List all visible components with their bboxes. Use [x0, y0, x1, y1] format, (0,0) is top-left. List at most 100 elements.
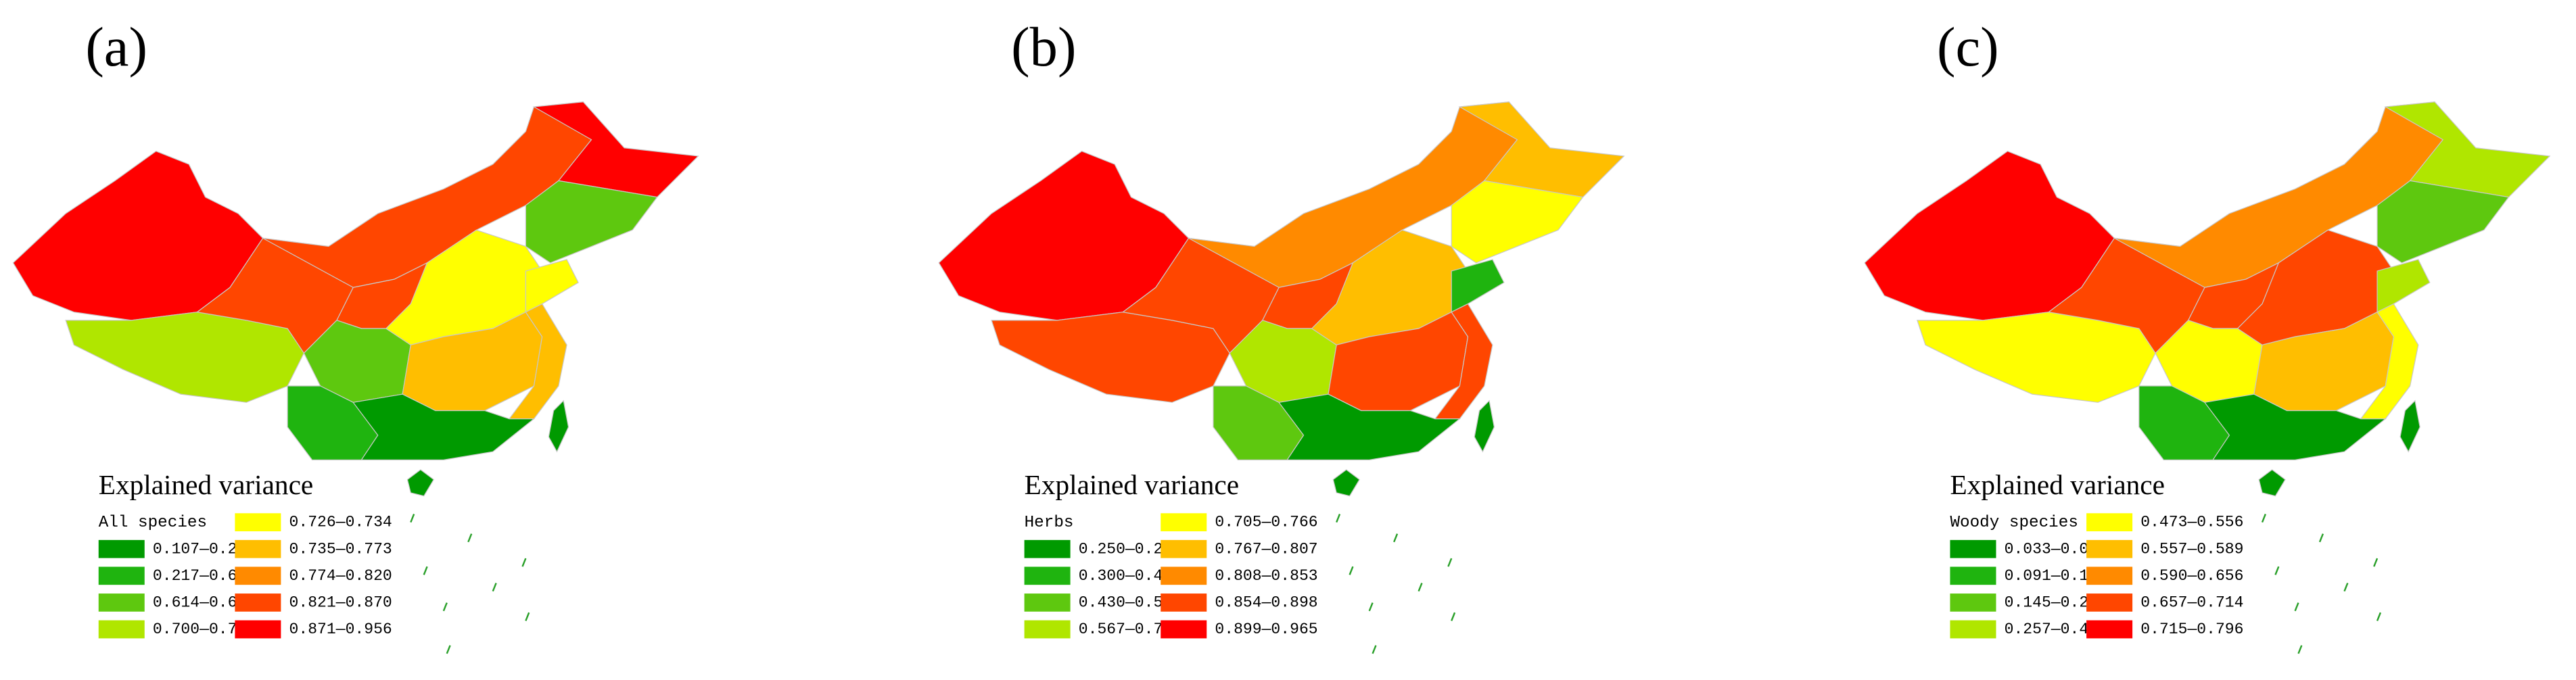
island: [525, 612, 530, 621]
island: [1368, 602, 1374, 612]
region: [1278, 393, 1461, 460]
legend-label: 0.854—0.898: [1215, 594, 1317, 612]
region: [1451, 259, 1505, 313]
legend-swatch: [235, 620, 281, 639]
island: [2294, 602, 2299, 612]
island: [2343, 583, 2349, 592]
island: [2274, 566, 2280, 575]
panel-label: (b): [1011, 16, 1076, 78]
region: [352, 393, 536, 460]
region: [2203, 393, 2387, 460]
legend-swatch: [1950, 539, 1996, 558]
legend-subtitle: All species: [99, 514, 207, 532]
legend-swatch: [1950, 566, 1996, 585]
region: [548, 399, 569, 453]
legend-label: 0.473—0.556: [2140, 514, 2243, 531]
legend-swatch: [2086, 539, 2133, 558]
region: [1864, 150, 2115, 321]
region: [12, 150, 264, 321]
legend-swatch: [2086, 620, 2133, 639]
island: [1372, 645, 1377, 654]
legend-swatch: [98, 593, 145, 612]
island: [1418, 583, 1423, 592]
legend-title: Explained variance: [1950, 469, 2164, 500]
legend-label: 0.808—0.853: [1215, 567, 1317, 585]
legend-title: Explained variance: [1025, 469, 1239, 500]
legend-label: 0.657—0.714: [2140, 594, 2243, 612]
legend-swatch: [2086, 566, 2133, 585]
legend-swatch: [1161, 566, 1207, 585]
region: [938, 150, 1190, 321]
island: [1451, 612, 1456, 621]
island: [410, 514, 415, 523]
legend-swatch: [1950, 593, 1996, 612]
island: [1447, 558, 1453, 567]
legend-swatch: [1161, 513, 1207, 532]
region: [525, 180, 658, 264]
legend-label: 0.774—0.820: [289, 567, 392, 585]
legend-swatch: [1161, 593, 1207, 612]
island: [423, 566, 428, 575]
legend-swatch: [1024, 593, 1071, 612]
legend-swatch: [1950, 620, 1996, 639]
island: [467, 533, 473, 543]
region: [2399, 399, 2420, 453]
legend-label: 0.726—0.734: [289, 514, 392, 531]
map: [12, 101, 699, 654]
island: [446, 645, 451, 654]
legend-swatch: [2086, 593, 2133, 612]
legend-label: 0.899—0.965: [1215, 621, 1317, 638]
panel-label: (a): [85, 16, 147, 78]
region: [65, 312, 305, 403]
legend-swatch: [235, 566, 281, 585]
map: [1864, 101, 2551, 654]
legend-swatch: [235, 539, 281, 558]
legend-swatch: [98, 620, 145, 639]
region: [991, 312, 1230, 403]
legend-swatch: [235, 593, 281, 612]
legend-swatch: [1161, 539, 1207, 558]
legend-title: Explained variance: [99, 469, 313, 500]
legend-swatch: [1161, 620, 1207, 639]
island: [1393, 533, 1399, 543]
island: [442, 602, 448, 612]
legend-label: 0.557—0.589: [2140, 540, 2243, 558]
island: [2373, 558, 2379, 567]
region: [1451, 180, 1584, 264]
region: [2376, 259, 2431, 313]
legend-swatch: [1024, 539, 1071, 558]
region: [2376, 180, 2510, 264]
legend-label: 0.590—0.656: [2140, 567, 2243, 585]
legend-swatch: [1024, 566, 1071, 585]
legend-subtitle: Herbs: [1025, 514, 1074, 532]
island: [1336, 514, 1341, 523]
panel: (b)Explained varianceHerbs0.250—0.2990.3…: [938, 16, 1625, 654]
island: [2297, 645, 2303, 654]
island: [2376, 612, 2382, 621]
legend-label: 0.715—0.796: [2140, 621, 2243, 638]
island: [2261, 514, 2267, 523]
legend-swatch: [2086, 513, 2133, 532]
legend-label: 0.705—0.766: [1215, 514, 1317, 531]
island: [521, 558, 527, 567]
island: [492, 583, 497, 592]
panel-label: (c): [1937, 16, 1999, 78]
legend-swatch: [98, 539, 145, 558]
region: [525, 259, 579, 313]
legend-swatch: [235, 513, 281, 532]
region: [2258, 469, 2286, 497]
island: [1349, 566, 1354, 575]
legend-label: 0.767—0.807: [1215, 540, 1317, 558]
legend-label: 0.821—0.870: [289, 594, 392, 612]
region: [1474, 399, 1495, 453]
legend-swatch: [1024, 620, 1071, 639]
legend: Explained varianceHerbs0.250—0.2990.300—…: [1024, 469, 1318, 639]
legend-subtitle: Woody species: [1950, 514, 2078, 532]
legend-label: 0.871—0.956: [289, 621, 392, 638]
